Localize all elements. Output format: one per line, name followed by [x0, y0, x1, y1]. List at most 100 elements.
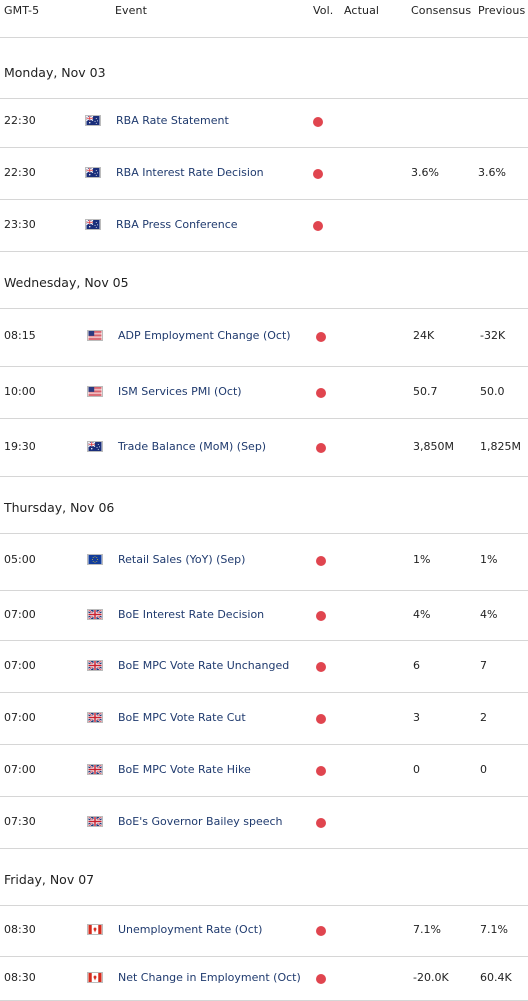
event-row[interactable]: 19:30 Trade Balance (MoM) (Sep) 3,850M 1,82… [0, 419, 528, 477]
day-label: Friday, Nov 07 [4, 872, 95, 887]
volatility-dot-icon [316, 388, 326, 398]
event-name-link[interactable]: ADP Employment Change (Oct) [118, 329, 291, 342]
day-label: Monday, Nov 03 [4, 65, 106, 80]
volatility-dot-icon [313, 117, 323, 127]
flag-au-icon [85, 167, 101, 178]
event-time: 07:30 [4, 815, 36, 828]
consensus-value: 4% [413, 608, 431, 621]
consensus-value: 1% [413, 553, 431, 566]
event-name-link[interactable]: RBA Interest Rate Decision [116, 166, 264, 179]
previous-value: 1,825M [480, 440, 521, 453]
event-row[interactable]: 10:00 ISM Services PMI (Oct) 50.7 50.0 [0, 367, 528, 419]
volatility-dot-icon [316, 556, 326, 566]
event-name-link[interactable]: BoE MPC Vote Rate Unchanged [118, 659, 290, 672]
event-time: 08:30 [4, 971, 36, 984]
volatility-dot-icon [316, 766, 326, 776]
event-name-link[interactable]: Net Change in Employment (Oct) [118, 971, 301, 984]
event-name-link[interactable]: BoE Interest Rate Decision [118, 608, 265, 621]
event-time: 23:30 [4, 218, 36, 231]
day-header: Wednesday, Nov 05 [0, 252, 528, 309]
event-time: 07:00 [4, 711, 36, 724]
volatility-dot-icon [316, 662, 326, 672]
event-name-link[interactable]: BoE MPC Vote Rate Hike [118, 763, 251, 776]
event-name-link[interactable]: ISM Services PMI (Oct) [118, 385, 242, 398]
volatility-dot-icon [316, 926, 326, 936]
volatility-dot-icon [316, 443, 326, 453]
calendar-header: GMT-5 Event Vol. Actual Consensus Previo… [0, 0, 528, 38]
event-name-link[interactable]: BoE's Governor Bailey speech [118, 815, 283, 828]
event-name-link[interactable]: RBA Rate Statement [116, 114, 229, 127]
previous-value: 1% [480, 553, 498, 566]
event-time: 07:00 [4, 763, 36, 776]
previous-column-header: Previous [478, 4, 526, 17]
previous-value: 50.0 [480, 385, 505, 398]
volatility-dot-icon [316, 974, 326, 984]
vol-column-header: Vol. [313, 4, 334, 17]
event-time: 22:30 [4, 166, 36, 179]
event-time: 05:00 [4, 553, 36, 566]
event-row[interactable]: 07:00 BoE MPC Vote Rate Hike 0 0 [0, 745, 528, 797]
event-time: 22:30 [4, 114, 36, 127]
flag-uk-icon [87, 712, 103, 723]
flag-uk-icon [87, 764, 103, 775]
event-time: 19:30 [4, 440, 36, 453]
flag-au-icon [87, 441, 103, 452]
consensus-value: 7.1% [413, 923, 441, 936]
event-row[interactable]: 22:30 RBA Interest Rate Decision 3.6% 3.6% [0, 148, 528, 200]
timezone-header[interactable]: GMT-5 [4, 4, 40, 17]
previous-value: 7.1% [480, 923, 508, 936]
event-row[interactable]: 07:00 BoE MPC Vote Rate Unchanged 6 7 [0, 641, 528, 693]
event-name-link[interactable]: RBA Press Conference [116, 218, 238, 231]
event-name-link[interactable]: Trade Balance (MoM) (Sep) [118, 440, 267, 453]
event-time: 10:00 [4, 385, 36, 398]
flag-eu-icon [87, 554, 103, 565]
previous-value: 2 [480, 711, 487, 724]
previous-value: -32K [480, 329, 506, 342]
event-row[interactable]: 08:15 ADP Employment Change (Oct) 24K -32K [0, 306, 528, 367]
consensus-column-header: Consensus [411, 4, 472, 17]
actual-column-header: Actual [344, 4, 380, 17]
event-time: 07:00 [4, 608, 36, 621]
event-time: 08:15 [4, 329, 36, 342]
previous-value: 0 [480, 763, 487, 776]
consensus-value: 3 [413, 711, 420, 724]
volatility-dot-icon [316, 611, 326, 621]
event-row[interactable]: 07:00 BoE MPC Vote Rate Cut 3 2 [0, 693, 528, 745]
consensus-value: 50.7 [413, 385, 438, 398]
flag-uk-icon [87, 660, 103, 671]
consensus-value: 6 [413, 659, 420, 672]
event-name-link[interactable]: BoE MPC Vote Rate Cut [118, 711, 246, 724]
event-time: 08:30 [4, 923, 36, 936]
event-row[interactable]: 05:00 Retail Sales (YoY) (Sep) 1% 1% [0, 531, 528, 591]
consensus-value: 3,850M [413, 440, 454, 453]
event-row[interactable]: 22:30 RBA Rate Statement [0, 96, 528, 148]
event-row[interactable]: 23:30 RBA Press Conference [0, 200, 528, 252]
volatility-dot-icon [316, 332, 326, 342]
previous-value: 7 [480, 659, 487, 672]
day-header: Friday, Nov 07 [0, 849, 528, 906]
flag-au-icon [85, 219, 101, 230]
volatility-dot-icon [316, 714, 326, 724]
event-row[interactable]: 08:30 Net Change in Employment (Oct) -20.0… [0, 957, 528, 1001]
volatility-dot-icon [313, 221, 323, 231]
flag-uk-icon [87, 816, 103, 827]
event-row[interactable]: 07:00 BoE Interest Rate Decision 4% 4% [0, 591, 528, 641]
flag-au-icon [85, 115, 101, 126]
volatility-dot-icon [313, 169, 323, 179]
day-header: Thursday, Nov 06 [0, 477, 528, 534]
flag-us-icon [87, 386, 103, 397]
flag-ca-icon [87, 972, 103, 983]
event-row[interactable]: 07:30 BoE's Governor Bailey speech [0, 797, 528, 849]
event-row[interactable]: 08:30 Unemployment Rate (Oct) 7.1% 7.1% [0, 905, 528, 957]
event-name-link[interactable]: Unemployment Rate (Oct) [118, 923, 263, 936]
event-name-link[interactable]: Retail Sales (YoY) (Sep) [118, 553, 246, 566]
previous-value: 3.6% [478, 166, 506, 179]
consensus-value: -20.0K [413, 971, 449, 984]
previous-value: 60.4K [480, 971, 512, 984]
flag-us-icon [87, 330, 103, 341]
consensus-value: 0 [413, 763, 420, 776]
consensus-value: 3.6% [411, 166, 439, 179]
previous-value: 4% [480, 608, 498, 621]
consensus-value: 24K [413, 329, 435, 342]
day-label: Wednesday, Nov 05 [4, 275, 129, 290]
